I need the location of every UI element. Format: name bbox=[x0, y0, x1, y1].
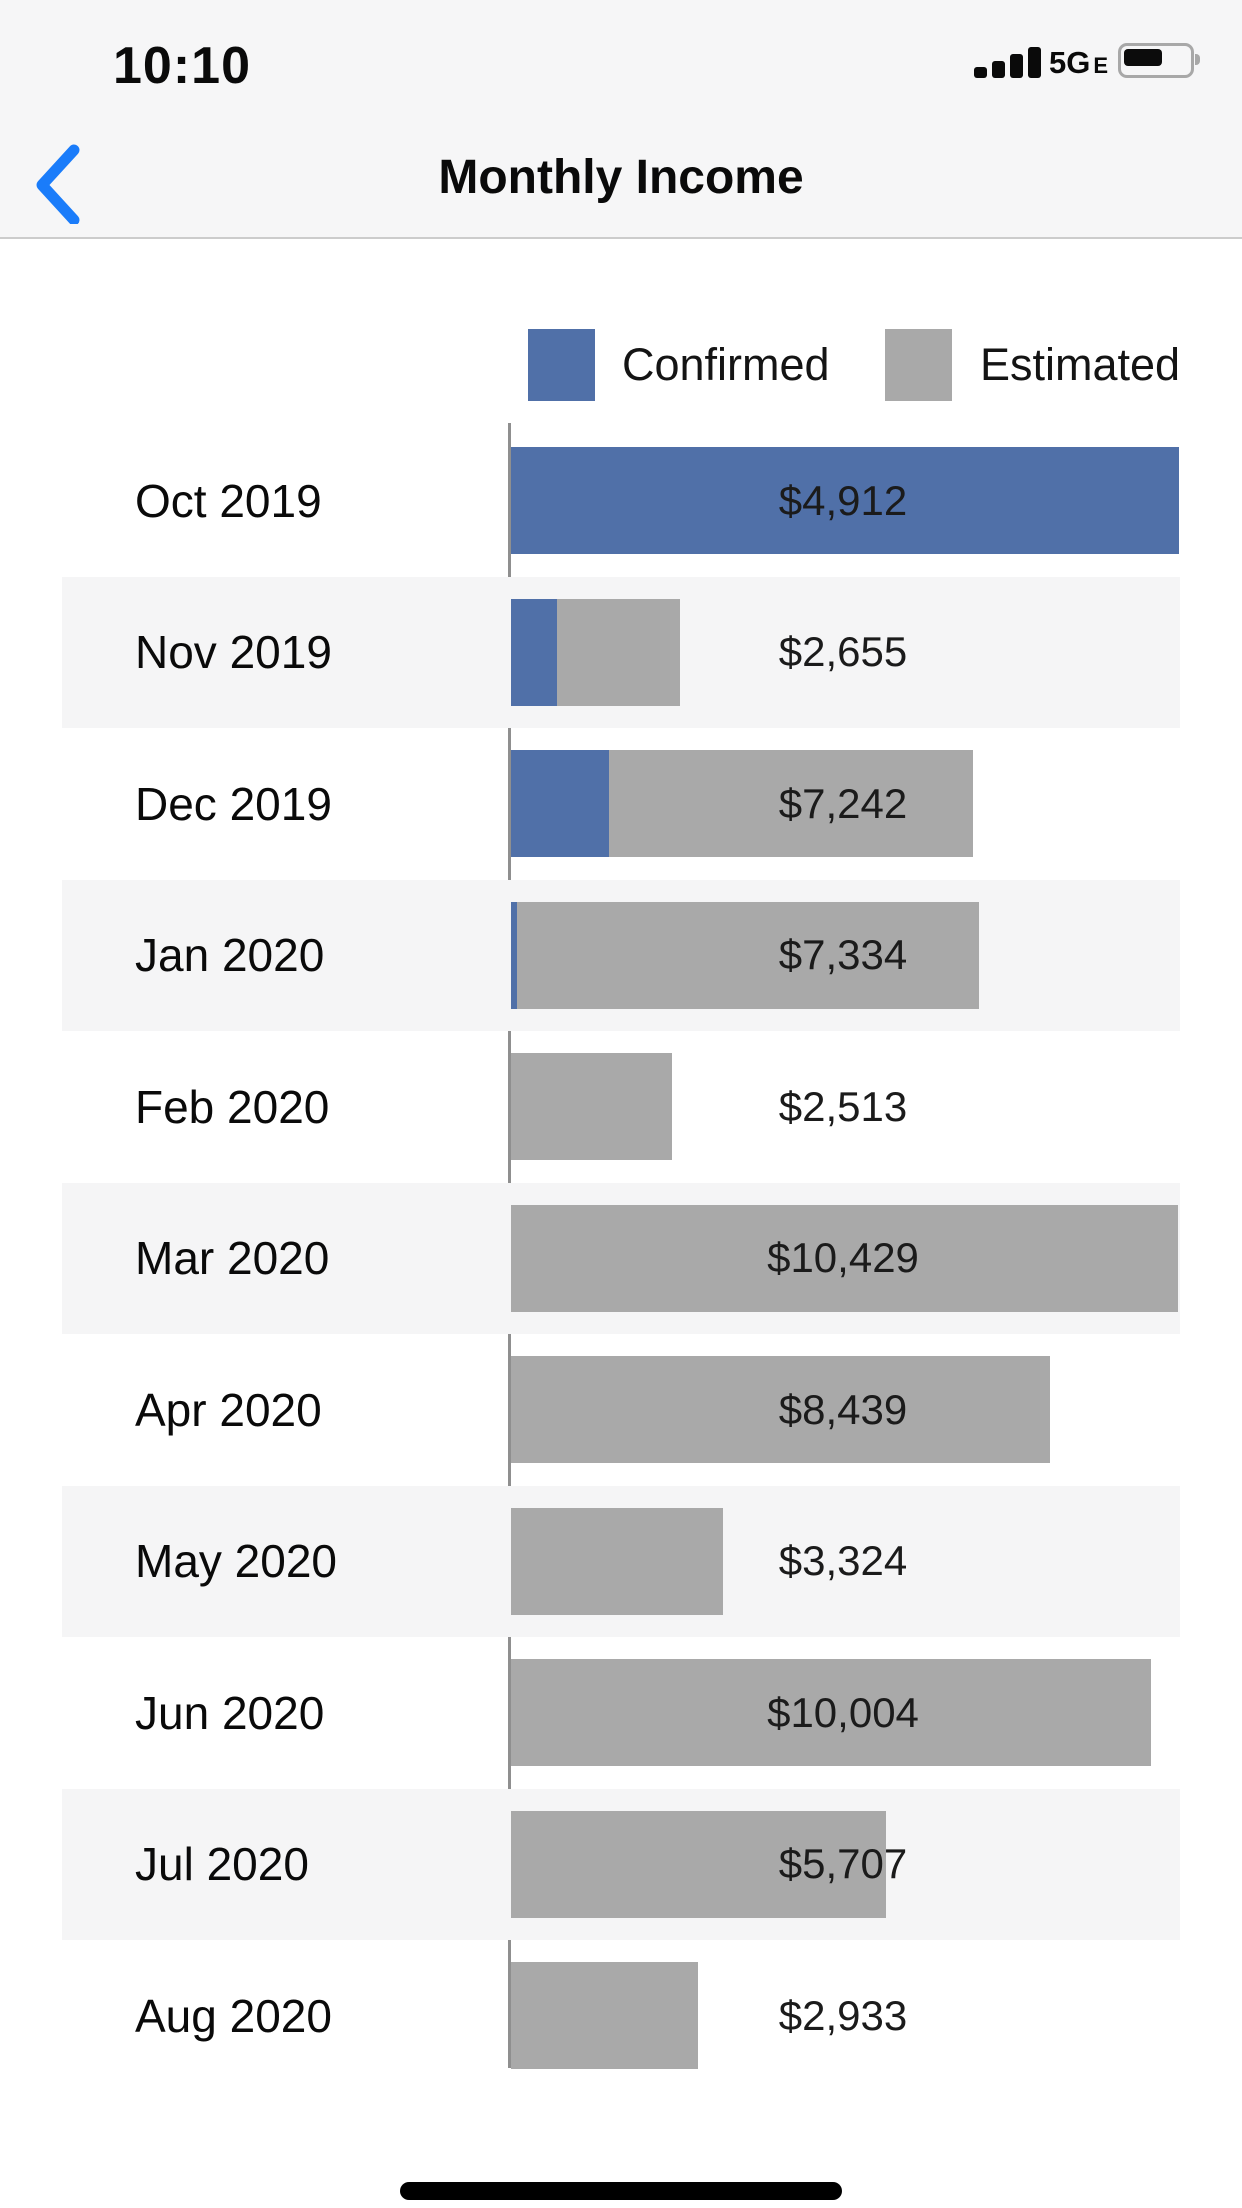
legend-label-confirmed: Confirmed bbox=[622, 339, 830, 390]
bar-estimated-segment bbox=[511, 1053, 672, 1160]
value-label: $7,242 bbox=[778, 779, 908, 827]
bar bbox=[511, 901, 979, 1009]
chart-row[interactable]: Mar 2020 $10,429 bbox=[0, 1182, 1242, 1334]
value-label: $8,439 bbox=[778, 1385, 908, 1433]
value-label: $3,324 bbox=[778, 1537, 908, 1585]
bar bbox=[511, 1356, 1050, 1463]
home-indicator-bar[interactable] bbox=[400, 2182, 842, 2200]
bar bbox=[511, 1810, 886, 1918]
battery-icon bbox=[1118, 43, 1200, 78]
bar-estimated-segment bbox=[557, 598, 680, 706]
value-label: $2,655 bbox=[778, 628, 908, 676]
month-label: Mar 2020 bbox=[135, 1232, 330, 1285]
bar-estimated-segment bbox=[511, 1810, 886, 1918]
chart-row[interactable]: Oct 2019 $4,912 bbox=[0, 425, 1242, 577]
chart-row[interactable]: Aug 2020 $2,933 bbox=[0, 1940, 1242, 2092]
legend-swatch-estimated bbox=[885, 329, 952, 401]
value-label: $2,513 bbox=[778, 1082, 908, 1130]
bar-confirmed-segment bbox=[511, 447, 1179, 554]
chevron-left-icon bbox=[36, 144, 80, 226]
bar bbox=[511, 1204, 1178, 1312]
chart-row[interactable]: Nov 2019 $2,655 bbox=[0, 576, 1242, 728]
bar-estimated-segment bbox=[511, 1204, 1178, 1312]
bar-estimated-segment bbox=[511, 1659, 1151, 1766]
month-label: Jul 2020 bbox=[135, 1838, 309, 1891]
bar-confirmed-segment bbox=[511, 750, 609, 857]
value-label: $10,004 bbox=[767, 1688, 919, 1736]
bar-estimated-segment bbox=[511, 1356, 1050, 1463]
month-label: Apr 2020 bbox=[135, 1383, 322, 1436]
bar-confirmed-segment bbox=[511, 598, 557, 706]
legend-swatch-confirmed bbox=[528, 329, 595, 401]
signal-strength-icon bbox=[973, 47, 1041, 78]
month-label: Dec 2019 bbox=[135, 777, 332, 830]
value-label: $7,334 bbox=[778, 931, 908, 979]
bar bbox=[511, 598, 680, 706]
network-type-label: 5G bbox=[1048, 45, 1091, 80]
status-icons: 5G E bbox=[973, 43, 1200, 80]
month-label: Feb 2020 bbox=[135, 1080, 330, 1133]
header: 10:10 5G E Monthly Income bbox=[0, 0, 1242, 239]
bar-estimated-segment bbox=[511, 1962, 698, 2069]
back-button[interactable] bbox=[22, 140, 102, 226]
month-label: Aug 2020 bbox=[135, 1989, 332, 2042]
bar bbox=[511, 1053, 672, 1160]
bar bbox=[511, 1962, 698, 2069]
chart-row[interactable]: Dec 2019 $7,242 bbox=[0, 728, 1242, 880]
bar bbox=[511, 750, 973, 857]
network-sub-label: E bbox=[1093, 53, 1108, 78]
legend-label-estimated: Estimated bbox=[980, 339, 1181, 390]
month-label: Jan 2020 bbox=[135, 929, 325, 982]
chart-row[interactable]: Jul 2020 $5,707 bbox=[0, 1788, 1242, 1940]
month-label: Nov 2019 bbox=[135, 626, 332, 679]
bar bbox=[511, 1659, 1151, 1766]
chart-row[interactable]: Jun 2020 $10,004 bbox=[0, 1637, 1242, 1789]
bar bbox=[511, 447, 1179, 554]
chart-row[interactable]: Feb 2020 $2,513 bbox=[0, 1031, 1242, 1183]
chart-row[interactable]: Apr 2020 $8,439 bbox=[0, 1334, 1242, 1486]
bar-estimated-segment bbox=[517, 901, 979, 1009]
value-label: $4,912 bbox=[778, 476, 908, 524]
value-label: $10,429 bbox=[767, 1234, 919, 1282]
bar-confirmed-segment bbox=[511, 901, 517, 1009]
month-label: Jun 2020 bbox=[135, 1686, 325, 1739]
chart-rows: Oct 2019 $4,912 Nov 2019 $2,655 Dec 2019… bbox=[0, 425, 1242, 2092]
bar-estimated-segment bbox=[511, 1507, 723, 1615]
chart-row[interactable]: May 2020 $3,324 bbox=[0, 1485, 1242, 1637]
page-title: Monthly Income bbox=[438, 151, 804, 204]
month-label: May 2020 bbox=[135, 1535, 338, 1588]
income-bar-chart: Oct 2019 $4,912 Nov 2019 $2,655 Dec 2019… bbox=[0, 423, 1242, 2092]
value-label: $5,707 bbox=[778, 1840, 908, 1888]
bar bbox=[511, 1507, 723, 1615]
month-label: Oct 2019 bbox=[135, 474, 322, 527]
value-label: $2,933 bbox=[778, 1991, 908, 2039]
chart-row[interactable]: Jan 2020 $7,334 bbox=[0, 879, 1242, 1031]
bar-estimated-segment bbox=[609, 750, 973, 857]
status-time: 10:10 bbox=[113, 37, 251, 95]
